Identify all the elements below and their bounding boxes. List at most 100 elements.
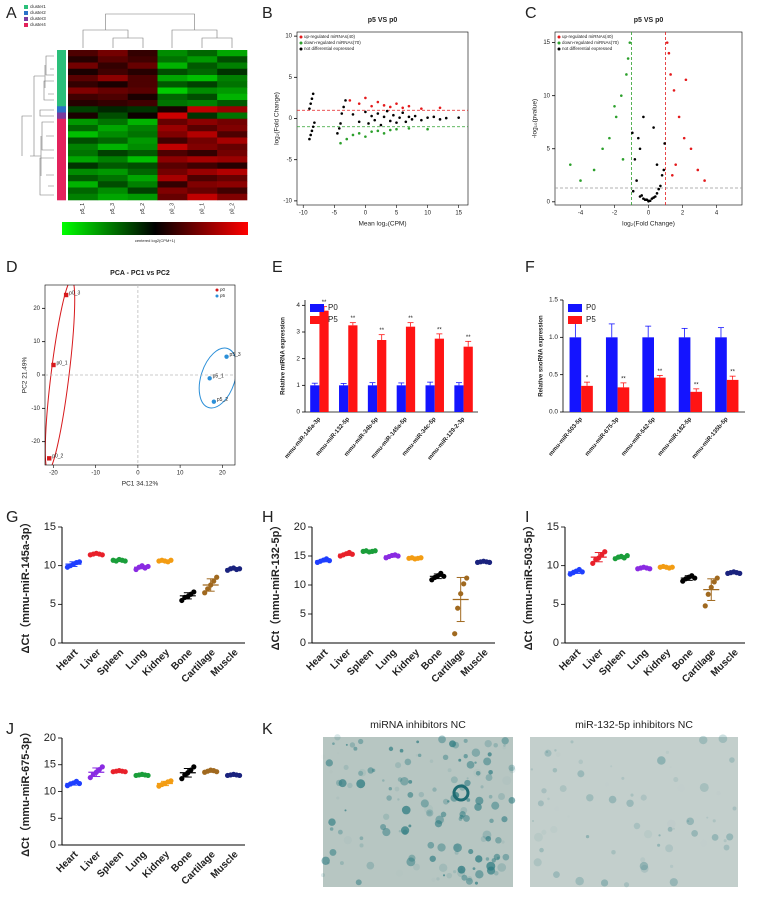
x-axis-label: Mean log₂(CPM) (358, 221, 406, 228)
x-tick-label: mmu-miR-675-3p (584, 416, 620, 457)
point (364, 96, 367, 100)
heatmap-cell (157, 75, 188, 82)
y-tick-label: 20 (44, 732, 56, 744)
heatmap-cell (127, 162, 158, 170)
heatmap-cell (157, 162, 188, 170)
cell-stain (397, 798, 400, 801)
heatmap-cell (68, 156, 99, 163)
cluster-bar (57, 150, 66, 157)
heatmap-cell (217, 93, 248, 101)
chart-title: PCA - PC1 vs PC2 (110, 270, 170, 277)
heatmap-cell (127, 81, 158, 88)
point (382, 115, 386, 119)
point (311, 125, 315, 129)
heatmap-cell (217, 137, 248, 145)
legend-swatch (568, 304, 582, 312)
legend-marker (215, 294, 219, 298)
cell-stain (726, 833, 734, 841)
bar (425, 385, 435, 412)
x-tick-label: Heart (557, 647, 583, 673)
cell-stain (464, 779, 471, 787)
heatmap-cell (187, 118, 218, 126)
point-label: p5_2 (217, 397, 228, 403)
heatmap-cell (68, 150, 99, 157)
point (385, 109, 389, 113)
point (659, 184, 662, 188)
y-tick-label: 5 (50, 598, 56, 610)
heatmap-cell (68, 62, 99, 70)
heatmap-cell (187, 187, 218, 195)
column-label: p5_1 (80, 203, 86, 214)
point (637, 136, 640, 140)
chart-title: p5 VS p0 (368, 17, 398, 24)
heatmap-cell (68, 106, 99, 113)
point (702, 603, 708, 609)
cell-stain (399, 748, 404, 753)
point (592, 168, 596, 172)
cell-stain (459, 811, 466, 818)
cell-stain (438, 735, 446, 744)
legend-label: P0 (328, 303, 338, 312)
cell-stain (491, 801, 500, 810)
cell-stain (383, 813, 390, 820)
cell-stain (480, 785, 484, 789)
heatmap-cell (217, 68, 248, 76)
cell-stain (416, 740, 420, 744)
point (339, 122, 342, 125)
legend-label: P5 (586, 315, 596, 324)
heatmap-cell (187, 87, 218, 95)
point (660, 173, 664, 177)
point (392, 113, 395, 117)
y-tick-label: 0 (300, 637, 306, 649)
cell-stain (356, 779, 366, 789)
cell-stain (458, 817, 463, 821)
heatmap-cell (68, 68, 99, 76)
cell-stain (338, 779, 347, 788)
y-tick-label: 1 (296, 382, 300, 389)
cell-stain (621, 776, 625, 780)
heatmap-cell (68, 50, 99, 57)
y-tick-label: 15 (44, 759, 56, 771)
cluster-bar (57, 106, 66, 113)
point (579, 179, 582, 182)
cluster-bar (57, 50, 66, 57)
point (370, 114, 373, 118)
point (665, 41, 669, 44)
heatmap-cell (97, 50, 128, 57)
micrograph (323, 737, 513, 887)
cell-stain (488, 794, 493, 799)
heatmap-cell (187, 162, 218, 170)
cell-stain (611, 849, 616, 855)
heatmap-cell (217, 131, 248, 138)
cell-stain (440, 820, 445, 825)
point (420, 118, 423, 122)
cluster-bar (57, 112, 66, 120)
x-tick-label: -4 (578, 211, 584, 217)
cell-stain (431, 878, 435, 882)
heatmap-cell (187, 100, 218, 107)
legend-label: cluster3 (30, 16, 46, 21)
bar (377, 340, 387, 412)
point (310, 129, 314, 133)
heatmap-cell (187, 56, 218, 63)
cell-stain (408, 779, 413, 784)
heatmap-cell (187, 193, 218, 201)
heatmap-cell (68, 81, 99, 88)
cluster-bar (57, 156, 66, 163)
legend-label: P0 (586, 303, 596, 312)
cluster-bar (57, 75, 66, 82)
cell-stain (669, 878, 678, 887)
cell-stain (417, 753, 422, 758)
cell-stain (458, 758, 462, 762)
cell-stain (534, 832, 543, 842)
y-axis-label: Relative snoRNA expression (539, 315, 545, 397)
point (703, 179, 706, 182)
cell-stain (553, 871, 560, 878)
y-tick-label: 15 (543, 40, 550, 46)
point (401, 106, 405, 110)
cell-stain (413, 863, 420, 871)
cluster-bar (57, 143, 66, 151)
point (655, 163, 659, 166)
cell-stain (398, 830, 402, 833)
panel-letter: C (525, 5, 537, 22)
